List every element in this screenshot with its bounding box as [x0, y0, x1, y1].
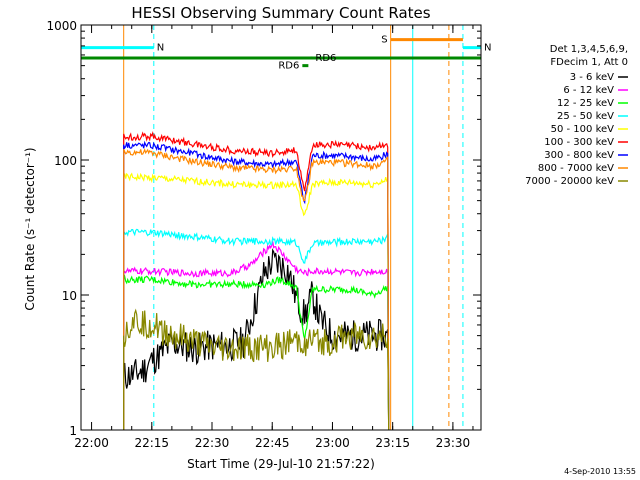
plot-frame [80, 24, 482, 431]
x-tick-label-6: 23:30 [436, 436, 471, 450]
legend-entry-2: 12 - 25 keV [557, 98, 614, 109]
legend-entry-6: 300 - 800 keV [544, 150, 614, 161]
flag-label-5: RD6 [315, 53, 336, 64]
x-tick-label-4: 23:00 [315, 436, 350, 450]
series-4-line [123, 172, 390, 431]
flag-label-4: RD6 [278, 61, 299, 72]
x-tick-label-2: 22:30 [195, 436, 230, 450]
legend-header-1: FDecim 1, Att 0 [550, 57, 628, 68]
y-tick-label-2: 100 [54, 154, 77, 168]
series-6-line [123, 140, 390, 431]
plot-area: N N S RD6 RD6 [80, 25, 491, 431]
series-8-line [123, 308, 390, 431]
x-axis-label: Start Time (29-Jul-10 21:57:22) [187, 457, 375, 471]
flag-label-1: N [484, 43, 491, 54]
series-1-line [123, 241, 390, 431]
y-tick-label-1: 10 [62, 289, 77, 303]
x-tick-label-0: 22:00 [74, 436, 109, 450]
legend-entry-7: 800 - 7000 keV [538, 163, 614, 174]
legend-entry-8: 7000 - 20000 keV [525, 176, 614, 187]
x-tick-label-1: 22:15 [134, 436, 169, 450]
legend-entry-5: 100 - 300 keV [544, 137, 614, 148]
legend-entry-3: 25 - 50 keV [557, 111, 614, 122]
series-7-line [123, 148, 390, 431]
timestamp: 4-Sep-2010 13:55 [564, 467, 636, 476]
y-axis-label: Count Rate (s⁻¹ detector⁻¹) [23, 147, 37, 310]
legend-entry-0: 3 - 6 keV [570, 72, 614, 83]
series-5-line [123, 131, 390, 431]
legend-entry-4: 50 - 100 keV [551, 124, 615, 135]
legend: Det 1,3,4,5,6,9, FDecim 1, Att 0 3 - 6 keV… [525, 44, 628, 187]
y-tick-label-0: 1 [69, 424, 77, 438]
flag-label-2: S [381, 35, 387, 46]
chart-title: HESSI Observing Summary Count Rates [131, 4, 430, 22]
x-tick-label-3: 22:45 [255, 436, 290, 450]
x-tick-label-5: 23:15 [375, 436, 410, 450]
series-2-line [123, 274, 390, 431]
flag-label-0: N [157, 43, 164, 54]
axes: 1 10 100 1000 22:00 22:15 22:30 22:45 23:00 23:15… [46, 19, 482, 450]
legend-entry-1: 6 - 12 keV [563, 85, 614, 96]
y-tick-label-3: 1000 [46, 19, 77, 33]
legend-header-0: Det 1,3,4,5,6,9, [550, 44, 628, 55]
series-3-line [123, 228, 390, 431]
